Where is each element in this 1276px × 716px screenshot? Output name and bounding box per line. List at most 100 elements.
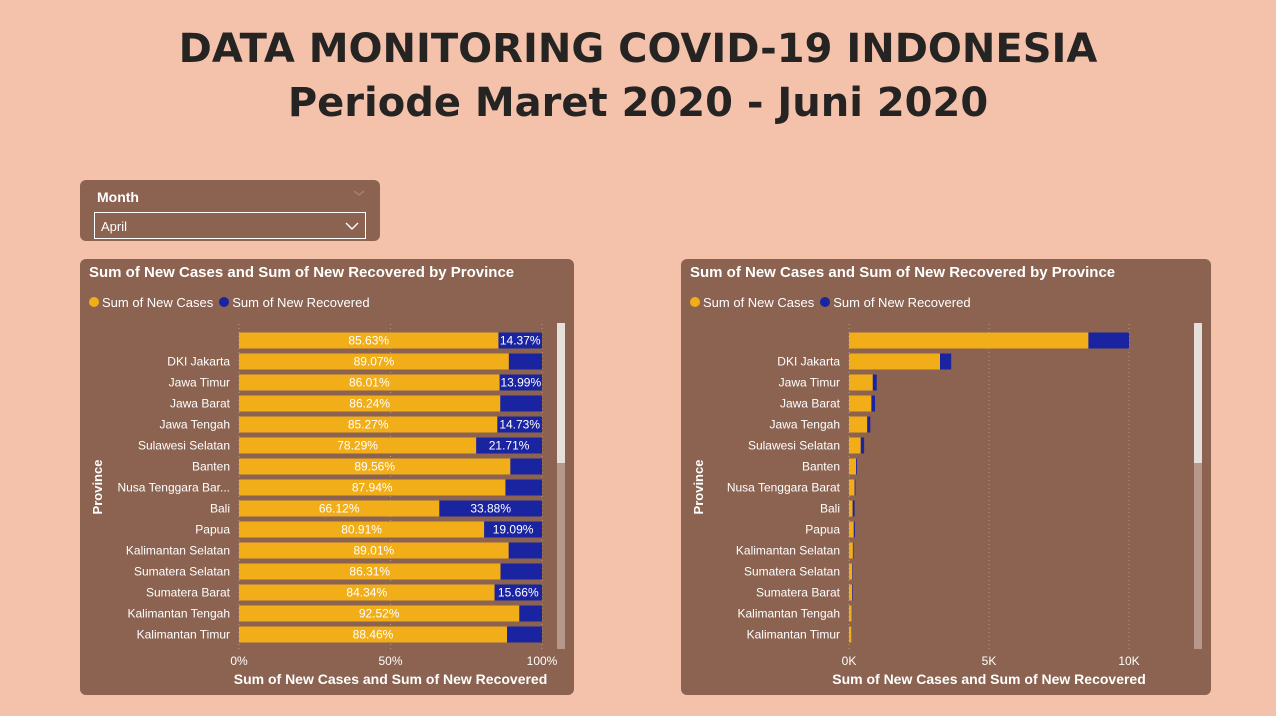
data-label-new-recovered: 21.71% [489,439,530,453]
bar-new-cases[interactable] [849,626,852,643]
data-label-new-recovered: 14.73% [499,418,540,432]
bar-new-cases[interactable] [239,563,501,580]
bar-new-cases[interactable] [239,500,440,517]
bar-new-cases[interactable] [849,479,855,496]
bar-new-cases[interactable] [849,521,854,538]
left-chart-scrollbar[interactable] [557,323,565,649]
bar-new-cases[interactable] [239,521,485,538]
bar-new-recovered[interactable] [507,626,542,643]
category-label: Sumatera Barat [146,586,231,600]
bar-new-recovered[interactable] [871,395,876,412]
category-label: Sumatera Selatan [744,565,840,579]
category-label: Sulawesi Selatan [138,439,230,453]
legend-dot-icon [820,297,831,307]
bar-new-recovered[interactable] [852,584,853,601]
legend-item-new-recovered[interactable]: Sum of New Recovered [820,295,971,310]
chevron-down-icon[interactable] [352,187,366,199]
bar-new-recovered[interactable] [508,353,542,370]
category-label: Jawa Barat [780,397,841,411]
legend-item-new-cases[interactable]: Sum of New Cases [690,295,814,310]
legend-dot-icon [690,297,700,307]
bar-new-recovered[interactable] [508,542,542,559]
bar-new-cases[interactable] [239,437,477,454]
bar-new-recovered[interactable] [940,353,952,370]
category-label: Sumatera Selatan [134,565,230,579]
bar-new-recovered[interactable] [499,374,542,391]
bar-new-recovered[interactable] [872,374,877,391]
legend-label-new-recovered: Sum of New Recovered [232,294,370,310]
month-dropdown-value: April [101,219,128,234]
bar-new-recovered[interactable] [494,584,542,601]
bar-new-recovered[interactable] [476,437,542,454]
x-tick-label: 50% [378,654,402,668]
bar-new-recovered[interactable] [484,521,542,538]
bar-new-cases[interactable] [239,395,501,412]
bar-new-recovered[interactable] [852,500,855,517]
bar-new-cases[interactable] [239,353,509,370]
right-chart-legend: Sum of New Cases Sum of New Recovered [690,294,977,310]
bar-new-cases[interactable] [239,605,520,622]
bar-new-cases[interactable] [239,332,499,349]
bar-new-cases[interactable] [849,584,853,601]
bar-new-recovered[interactable] [498,332,542,349]
category-label: Kalimantan Selatan [736,544,840,558]
bar-new-recovered[interactable] [852,542,854,559]
bar-new-cases[interactable] [849,395,872,412]
bar-new-cases[interactable] [849,605,852,622]
right-chart-panel: Sum of New Cases and Sum of New Recovere… [681,259,1211,695]
data-label-new-cases: 86.31% [349,565,390,579]
bar-new-cases[interactable] [849,542,853,559]
bar-new-recovered[interactable] [497,416,542,433]
bar-new-cases[interactable] [849,500,853,517]
bar-new-cases[interactable] [239,374,500,391]
x-tick-label: 100% [527,654,558,668]
bar-new-recovered[interactable] [500,395,542,412]
right-chart-scroll-thumb[interactable] [1194,323,1202,463]
legend-item-new-cases[interactable]: Sum of New Cases [89,295,213,310]
bar-new-cases[interactable] [239,542,509,559]
bar-new-cases[interactable] [849,353,940,370]
bar-new-recovered[interactable] [505,479,542,496]
bar-new-cases[interactable] [849,374,873,391]
data-label-new-cases: 85.27% [348,418,389,432]
left-chart-scroll-thumb[interactable] [557,323,565,463]
category-label: Jawa Timur [779,376,840,390]
data-label-new-recovered: 33.88% [470,502,511,516]
chevron-down-icon[interactable] [345,219,359,233]
bar-new-cases[interactable] [849,458,856,475]
bar-new-recovered[interactable] [867,416,871,433]
category-label: Banten [802,460,840,474]
bar-new-cases[interactable] [239,416,498,433]
bar-new-cases[interactable] [239,479,506,496]
bar-new-recovered[interactable] [510,458,542,475]
bar-new-recovered[interactable] [860,437,865,454]
data-label-new-cases: 66.12% [319,502,360,516]
data-label-new-recovered: 13.99% [500,376,541,390]
bar-new-cases[interactable] [849,332,1089,349]
bar-new-recovered[interactable] [1088,332,1129,349]
bar-new-recovered[interactable] [500,563,542,580]
category-label: Jawa Timur [169,376,230,390]
bar-new-cases[interactable] [849,563,853,580]
bar-new-recovered[interactable] [854,479,856,496]
right-chart-scrollbar[interactable] [1194,323,1202,649]
bar-new-cases[interactable] [239,458,511,475]
bar-new-recovered[interactable] [853,521,855,538]
bar-new-recovered[interactable] [856,458,857,475]
right-chart-title: Sum of New Cases and Sum of New Recovere… [690,264,1116,281]
bar-new-recovered[interactable] [439,500,542,517]
bar-new-recovered[interactable] [852,563,853,580]
bar-new-cases[interactable] [239,584,495,601]
right-chart-plot: 0K 5K 10K DKI Jakarta Jawa Timur Jawa Barat Ja… [691,324,1146,687]
bar-new-cases[interactable] [849,437,861,454]
bar-new-cases[interactable] [239,626,508,643]
bar-new-recovered[interactable] [519,605,542,622]
category-label: Nusa Tenggara Barat [727,481,841,495]
month-dropdown[interactable]: April [94,212,366,239]
data-label-new-recovered: 14.37% [500,334,541,348]
data-label-new-cases: 86.24% [349,397,390,411]
legend-item-new-recovered[interactable]: Sum of New Recovered [219,294,370,310]
data-label-new-cases: 80.91% [341,523,382,537]
bar-new-cases[interactable] [849,416,868,433]
category-label: DKI Jakarta [167,355,230,369]
